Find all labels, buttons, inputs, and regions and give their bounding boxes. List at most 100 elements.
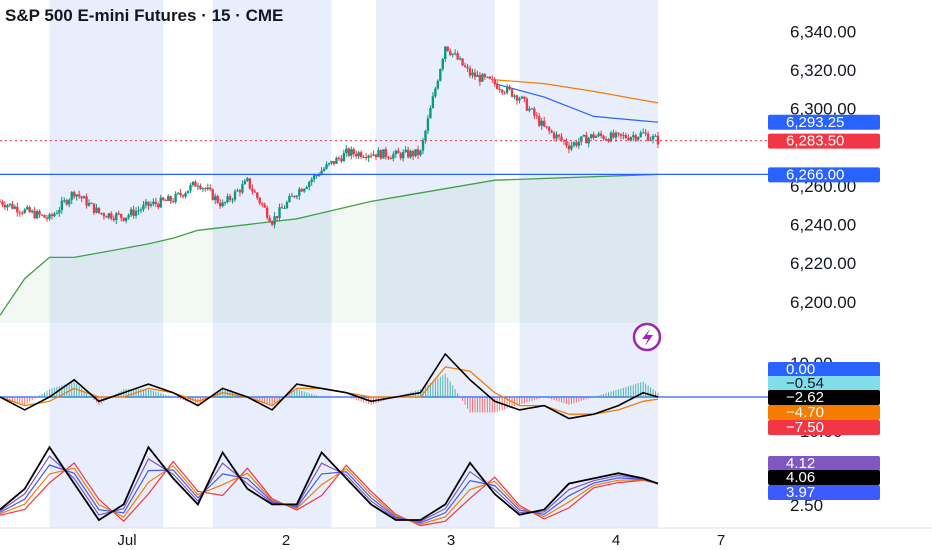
oscillator-value-tag-bg <box>768 362 880 377</box>
candle-body <box>110 213 113 219</box>
candle-body <box>463 65 467 67</box>
candle-body <box>491 78 494 80</box>
candle-body <box>520 96 524 99</box>
candle-body <box>305 186 308 189</box>
candle-body <box>201 188 205 190</box>
candle-body <box>184 193 187 197</box>
ribbon-value-tag-bg <box>768 456 880 471</box>
candle-body <box>317 174 321 176</box>
candle-body <box>426 118 430 131</box>
candle-body <box>322 168 326 171</box>
oscillator-plot[interactable] <box>0 352 768 420</box>
candle-body <box>419 150 422 156</box>
candle-body <box>654 135 657 137</box>
candle-body <box>384 149 388 157</box>
candle-body <box>641 132 645 134</box>
candle-body <box>171 201 175 203</box>
candle-body <box>85 196 88 206</box>
candle-body <box>473 72 477 77</box>
candle-body <box>577 141 581 146</box>
candle-body <box>167 196 170 201</box>
candle-body <box>367 155 370 158</box>
candle-body <box>436 80 440 89</box>
time-axis[interactable]: Jul 2 3 4 7 <box>0 527 932 549</box>
ribbon-plot[interactable] <box>0 445 659 527</box>
candle-body <box>481 74 484 82</box>
candle-body <box>602 135 605 140</box>
candle-body <box>503 92 506 94</box>
candle-body <box>533 108 536 116</box>
session-shading <box>49 0 658 528</box>
price-axis[interactable]: 6,340.006,320.006,300.006,260.006,240.00… <box>790 23 856 515</box>
candle-body <box>3 204 7 208</box>
candle-body <box>194 181 197 187</box>
candle-body <box>543 120 546 127</box>
candle-body <box>162 197 165 201</box>
candle-body <box>68 199 71 205</box>
candle-body <box>404 149 407 152</box>
candle-body <box>246 178 249 181</box>
candle-body <box>248 178 252 189</box>
candle-body <box>263 204 266 208</box>
candle-body <box>238 190 242 193</box>
ribbon-line <box>0 445 659 522</box>
vwap-line <box>0 173 659 316</box>
price-plot[interactable] <box>0 46 768 316</box>
candle-body <box>26 207 29 210</box>
candle-body <box>233 191 237 200</box>
candle-body <box>204 188 207 190</box>
candle-body <box>181 195 185 197</box>
candle-body <box>30 210 34 213</box>
candle-body <box>97 207 101 214</box>
candle-body <box>619 133 623 136</box>
candle-body <box>293 195 296 198</box>
candle-body <box>379 150 383 159</box>
candle-body <box>95 207 98 213</box>
ribbon-bottom-label: 2.50 <box>790 496 823 515</box>
candle-body <box>624 135 628 138</box>
flash-icon[interactable] <box>632 322 662 352</box>
candle-body <box>105 216 108 218</box>
candle-body <box>120 213 123 218</box>
candle-body <box>298 189 301 197</box>
price-tags: 6,266.00 6,283.50 6,293.25 0.00−0.54−2.62−4… <box>768 114 880 501</box>
candle-body <box>359 152 363 158</box>
candle-body <box>209 187 212 190</box>
candle-body <box>147 201 150 206</box>
candle-body <box>389 158 393 160</box>
candle-body <box>132 209 135 216</box>
candle-body <box>352 149 355 154</box>
candle-body <box>265 207 269 218</box>
oscillator-value-tag-bg <box>768 376 880 391</box>
candle-body <box>421 140 425 151</box>
candle-body <box>23 209 26 214</box>
candle-body <box>38 211 41 215</box>
candle-body <box>612 132 615 138</box>
candle-body <box>362 157 365 159</box>
candle-body <box>414 149 417 157</box>
candle-body <box>325 164 328 169</box>
candle-body <box>411 151 415 157</box>
candle-body <box>350 149 353 156</box>
candle-body <box>441 59 444 70</box>
candle-body <box>315 175 318 177</box>
candle-body <box>394 150 397 155</box>
candle-body <box>53 213 56 217</box>
candle-body <box>60 200 64 211</box>
candle-body <box>82 196 86 199</box>
candle-body <box>468 68 472 76</box>
candle-body <box>214 196 217 200</box>
candle-body <box>585 135 588 144</box>
candle-body <box>342 152 346 162</box>
candle-body <box>500 89 504 93</box>
candle-body <box>290 195 294 197</box>
candle-body <box>614 132 618 138</box>
candle-body <box>330 161 333 164</box>
candle-body <box>335 157 338 164</box>
candle-body <box>189 184 192 191</box>
candle-body <box>243 180 247 185</box>
candle-body <box>399 153 402 159</box>
candle-body <box>644 132 647 134</box>
candle-body <box>221 202 224 207</box>
